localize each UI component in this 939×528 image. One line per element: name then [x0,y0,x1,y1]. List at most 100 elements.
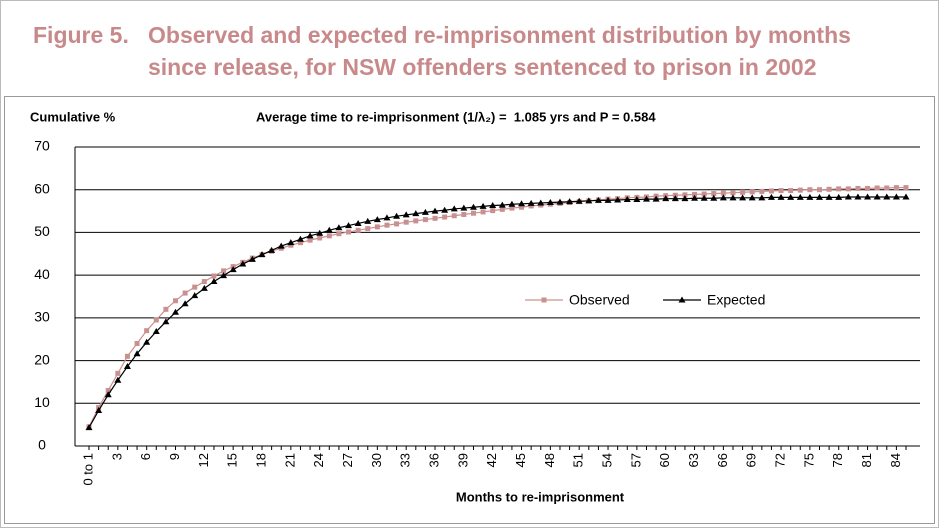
x-tick-label: 75 [801,453,816,467]
marker [451,213,457,219]
marker [393,212,401,219]
marker [364,217,372,224]
marker [527,199,535,206]
x-tick-label: 81 [859,453,874,467]
marker [711,191,717,197]
marker [143,338,151,345]
marker [623,196,631,203]
marker [412,210,420,217]
marker [317,235,323,241]
y-tick-label: 60 [34,180,50,196]
marker [153,317,159,323]
marker [797,187,803,193]
marker [201,279,207,285]
marker [806,193,814,200]
marker [692,191,698,197]
marker [422,217,428,223]
marker [518,200,526,207]
marker [719,194,727,201]
marker [229,266,237,273]
marker [585,197,593,204]
marker [442,214,448,220]
marker [123,363,131,370]
marker [691,194,699,201]
marker [642,195,650,202]
marker [403,219,409,225]
marker [749,189,755,195]
marker [182,290,188,296]
marker [892,193,900,200]
marker [652,195,660,202]
marker [192,284,198,290]
marker [346,229,352,235]
marker [210,278,218,285]
marker [682,192,688,198]
marker [678,296,686,303]
marker [104,391,112,398]
marker [480,209,486,215]
marker [508,200,516,207]
marker [461,211,467,217]
marker [152,328,160,335]
x-tick-label: 42 [484,453,499,467]
marker [355,227,361,233]
marker [85,424,93,431]
marker [181,300,189,307]
x-tick-label: 72 [772,453,787,467]
marker [221,268,227,274]
marker [354,219,362,226]
marker [594,196,602,203]
marker [479,202,487,209]
marker [384,222,390,228]
marker [893,185,899,191]
marker [469,203,477,210]
x-tick-label: 18 [253,453,268,467]
x-tick-label: 84 [888,453,903,467]
marker [134,340,140,346]
marker [499,206,505,212]
marker [460,204,468,211]
x-tick-label: 54 [599,453,614,467]
marker [865,185,871,191]
marker [541,297,547,303]
marker [614,196,622,203]
marker [306,232,314,239]
marker [662,195,670,202]
x-tick-label: 39 [455,453,470,467]
x-tick-label: 0 to 1 [80,453,95,486]
marker [788,188,794,194]
marker [604,196,612,203]
x-tick-label: 6 [138,453,153,460]
marker [268,246,276,253]
marker [172,308,180,315]
marker [95,407,103,414]
marker [144,328,150,334]
marker [394,221,400,227]
y-tick-label: 40 [34,266,50,282]
marker [681,195,689,202]
marker [575,197,583,204]
marker [730,190,736,196]
marker [431,207,439,214]
marker [816,187,822,193]
y-tick-label: 50 [34,223,50,239]
marker [248,255,256,262]
y-axis-label: Cumulative % [30,109,116,124]
x-axis-label: Months to re-imprisonment [456,489,625,504]
y-tick-label: 20 [34,351,50,367]
chart-frame [4,96,935,524]
x-tick-label: 12 [196,453,211,467]
marker [710,194,718,201]
legend-label: Observed [569,292,630,308]
marker [767,193,775,200]
marker [874,185,880,191]
marker [509,205,515,211]
marker [826,186,832,192]
x-tick-label: 3 [109,453,124,460]
x-tick-label: 36 [426,453,441,467]
marker [633,196,641,203]
marker [336,231,342,237]
marker [519,204,525,210]
x-tick-label: 60 [657,453,672,467]
x-tick-label: 69 [744,453,759,467]
